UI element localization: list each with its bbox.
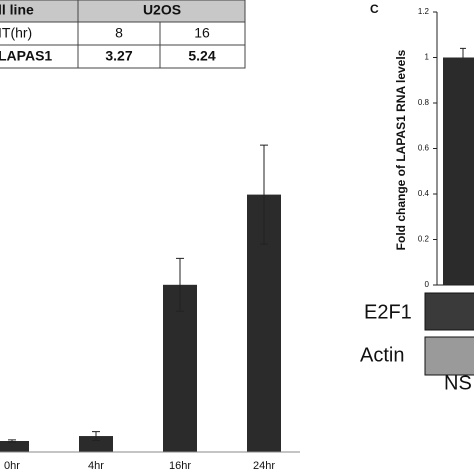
blot-label: Actin — [360, 344, 404, 366]
y-tick-label: 0 — [425, 280, 430, 289]
table-cell: 8 — [115, 25, 123, 41]
error-bar — [176, 257, 184, 312]
table-header-bg — [0, 0, 246, 23]
y-tick-label: 1 — [425, 53, 430, 62]
x-tick-label: NS — [444, 372, 472, 394]
bar — [163, 284, 197, 452]
y-tick-label: 1.2 — [418, 7, 430, 16]
table-cell: U2OS — [143, 2, 181, 18]
x-tick-label: 0hr — [4, 460, 20, 472]
bar — [79, 436, 113, 452]
x-tick-label: 24hr — [253, 460, 275, 472]
bar — [0, 441, 29, 452]
panel-label: C — [370, 2, 379, 16]
blot-label: E2F1 — [364, 301, 412, 323]
blot-band — [424, 336, 474, 376]
error-bar — [460, 47, 466, 58]
y-axis-label: Fold change of LAPAS1 RNA levels — [394, 49, 408, 250]
x-tick-label: 16hr — [169, 460, 191, 472]
y-tick-label: 0.6 — [418, 144, 430, 153]
table-cell: IT(hr) — [0, 25, 32, 41]
table-cell: 3.27 — [105, 48, 132, 64]
table-cell: ll line — [0, 2, 34, 18]
error-bar — [260, 144, 268, 245]
bar — [443, 57, 474, 285]
y-tick-label: 0.8 — [418, 98, 430, 107]
table-cell: 5.24 — [188, 48, 215, 64]
blot-band — [424, 292, 474, 331]
table-cell: LAPAS1 — [0, 48, 52, 64]
y-tick-label: 0.4 — [418, 189, 430, 198]
error-bar — [8, 439, 16, 443]
error-bar — [92, 431, 100, 441]
table-cell: 16 — [194, 25, 210, 41]
y-tick-label: 0.2 — [418, 235, 430, 244]
x-tick-label: 4hr — [88, 460, 104, 472]
